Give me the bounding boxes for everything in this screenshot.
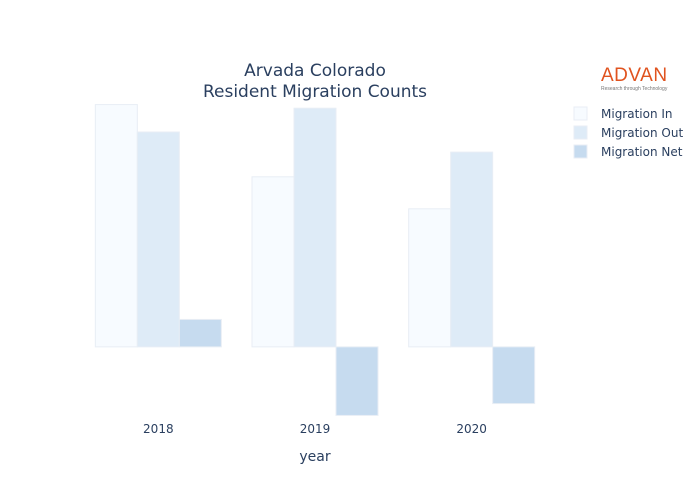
bar-migration-out-2019 <box>293 107 337 348</box>
bar-migration-net-2019 <box>335 346 379 416</box>
advan-logo: ADVAN Research through Technology <box>601 65 671 93</box>
logo-wordmark: ADVAN <box>601 65 668 86</box>
bar-migration-out-2018 <box>136 131 180 348</box>
x-tick-label-2018: 2018 <box>143 422 174 436</box>
x-tick-labels: 2018 2019 2020 <box>143 422 487 436</box>
bar-migration-net-2018 <box>178 318 222 348</box>
legend-label-migration-in[interactable]: Migration In <box>601 107 673 121</box>
bar-migration-in-2020 <box>408 208 452 348</box>
bar-migration-out-2020 <box>450 151 494 348</box>
logo-tagline: Research through Technology <box>601 86 668 92</box>
chart-title-line-2: Resident Migration Counts <box>203 82 427 102</box>
chart-title-line-1: Arvada Colorado <box>244 61 386 81</box>
x-axis-title: year <box>299 449 330 465</box>
bar-migration-in-2018 <box>94 104 138 348</box>
legend: Migration In Migration Out Migration Net <box>573 106 683 159</box>
legend-swatch-migration-in[interactable] <box>573 106 588 121</box>
x-tick-label-2020: 2020 <box>456 422 487 436</box>
legend-swatch-migration-net[interactable] <box>573 144 588 159</box>
bar-group <box>94 104 536 416</box>
legend-swatch-migration-out[interactable] <box>573 125 588 140</box>
x-tick-label-2019: 2019 <box>300 422 331 436</box>
bar-migration-in-2019 <box>251 176 295 348</box>
legend-label-migration-net[interactable]: Migration Net <box>601 145 683 159</box>
bar-migration-net-2020 <box>492 346 536 405</box>
legend-label-migration-out[interactable]: Migration Out <box>601 126 683 140</box>
